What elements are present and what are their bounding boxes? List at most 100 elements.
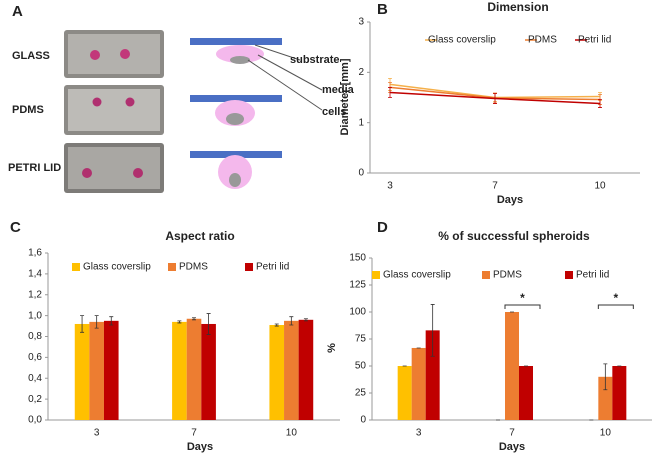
y-tick-label: 1,0	[28, 310, 42, 321]
panel-label: A	[12, 3, 23, 20]
bar	[519, 366, 533, 420]
error-bar	[206, 313, 211, 335]
legend-marker	[245, 263, 253, 271]
y-tick-label: 125	[349, 280, 366, 291]
error-bar	[177, 320, 182, 324]
legend-label: PDMS	[493, 270, 522, 281]
legend-marker	[482, 271, 490, 279]
y-tick-label: 3	[358, 17, 364, 28]
diagram-label: cells	[322, 106, 346, 118]
y-tick-label: 100	[349, 307, 366, 318]
chart-title: % of successful spheroids	[438, 229, 590, 243]
error-bar	[598, 99, 602, 108]
x-axis-label: Days	[187, 441, 213, 453]
bar	[612, 366, 627, 420]
y-axis-label: %	[326, 343, 338, 353]
annotation: *	[520, 291, 525, 305]
row-label: PETRI LID	[8, 162, 61, 174]
y-tick-label: 0	[358, 168, 364, 179]
legend-label: PDMS	[528, 35, 557, 46]
legend-label: Petri lid	[256, 262, 289, 273]
row-label: GLASS	[12, 50, 50, 62]
legend-marker	[372, 271, 380, 279]
error-bar	[493, 93, 497, 104]
y-tick-label: 0,6	[28, 352, 42, 363]
y-tick-label: 0,4	[28, 373, 42, 384]
bar	[172, 321, 187, 420]
bar	[411, 347, 426, 420]
error-bar	[303, 318, 308, 322]
bar	[201, 323, 216, 420]
x-tick-label: 10	[594, 181, 606, 192]
y-tick-label: 1	[358, 117, 364, 128]
bar	[298, 319, 314, 420]
y-tick-label: 1,6	[28, 248, 42, 259]
x-tick-label: 10	[286, 428, 298, 439]
y-tick-label: 25	[355, 388, 367, 399]
diagram	[190, 38, 323, 189]
y-tick-label: 1,2	[28, 289, 42, 300]
y-tick-label: 0,0	[28, 415, 42, 426]
x-tick-label: 3	[94, 428, 100, 439]
x-tick-label: 7	[492, 181, 498, 192]
bar	[284, 320, 299, 420]
error-bar	[603, 363, 608, 391]
photos	[64, 30, 164, 193]
legend-label: Petri lid	[576, 270, 609, 281]
legend-marker	[168, 263, 176, 271]
y-tick-label: 1,4	[28, 269, 42, 280]
y-tick-label: 0,2	[28, 394, 42, 405]
significance-bracket	[597, 304, 634, 309]
legend-label: Glass coverslip	[83, 262, 151, 273]
error-bar	[109, 316, 114, 326]
panel-label: C	[10, 219, 21, 236]
bar	[186, 318, 202, 420]
diagram-label: media	[322, 84, 355, 96]
legend-marker	[72, 263, 80, 271]
bar	[397, 366, 412, 420]
x-tick-label: 7	[509, 428, 515, 439]
significance-bracket	[504, 304, 541, 309]
y-axis-label: Diameter [mm]	[339, 58, 351, 135]
error-bar	[80, 315, 85, 333]
x-tick-label: 7	[191, 428, 197, 439]
error-bar	[430, 304, 435, 357]
error-bar	[94, 315, 99, 329]
bar	[103, 320, 119, 420]
legend-label: Petri lid	[578, 35, 611, 46]
y-tick-label: 75	[355, 334, 367, 345]
panel-label: D	[377, 219, 388, 236]
y-tick-label: 0,8	[28, 331, 42, 342]
bar	[74, 323, 90, 420]
y-tick-label: 50	[355, 361, 367, 372]
bar	[425, 330, 440, 420]
x-axis-label: Days	[499, 441, 525, 453]
bar	[89, 321, 104, 420]
bar	[269, 325, 285, 420]
bar	[598, 376, 613, 420]
legend-label: PDMS	[179, 262, 208, 273]
error-bar	[388, 87, 392, 98]
x-tick-label: 3	[416, 428, 422, 439]
diagram-label: substrate	[290, 54, 340, 66]
panel-label: B	[377, 1, 388, 18]
chart-title: Aspect ratio	[165, 229, 234, 243]
x-tick-label: 3	[387, 181, 393, 192]
x-axis-label: Days	[497, 194, 523, 206]
legend-label: Glass coverslip	[428, 35, 496, 46]
annotation: *	[613, 291, 618, 305]
y-tick-label: 2	[358, 67, 364, 78]
legend-marker	[565, 271, 573, 279]
error-bar	[289, 316, 294, 326]
bar	[505, 312, 519, 420]
y-tick-label: 0	[360, 415, 366, 426]
x-tick-label: 10	[600, 428, 612, 439]
y-tick-label: 150	[349, 253, 366, 264]
chart-title: Dimension	[487, 0, 548, 14]
error-bar	[274, 323, 279, 327]
row-label: PDMS	[12, 104, 44, 116]
error-bar	[192, 317, 196, 321]
legend-label: Glass coverslip	[383, 270, 451, 281]
